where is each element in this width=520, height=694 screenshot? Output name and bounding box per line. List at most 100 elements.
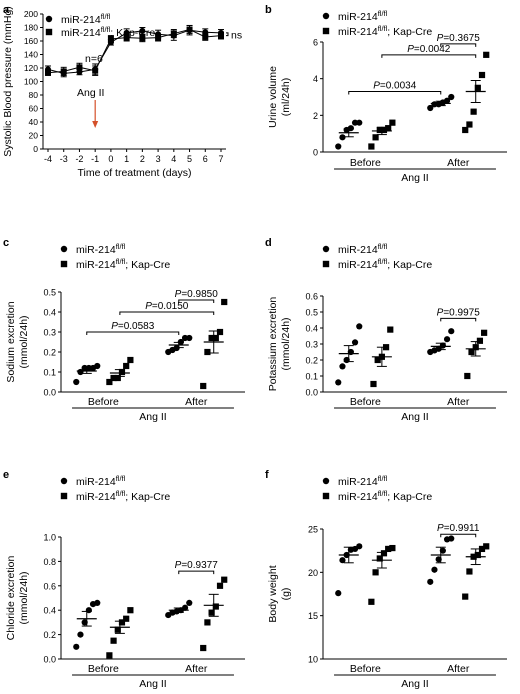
- comparison-bracket: [178, 299, 215, 303]
- legend-marker-square: [45, 28, 53, 36]
- legend-label-wt: miR-214fl/fl: [76, 474, 126, 488]
- legend-marker-square: [322, 27, 330, 35]
- p-value: =0.3675: [443, 33, 480, 44]
- legend-marker-square: [60, 492, 68, 500]
- data-point: [368, 143, 375, 150]
- p-value-label: P=0.9911: [437, 523, 480, 534]
- data-point: [60, 68, 67, 75]
- legend-label-ko-base: miR-214: [76, 259, 116, 271]
- legend-label-ko-superscript: fl/fl: [378, 257, 388, 266]
- data-point: [200, 644, 207, 652]
- group-label: Ang II: [401, 678, 428, 690]
- category-label: Before: [88, 663, 119, 675]
- data-point: [347, 125, 354, 132]
- data-point: [212, 603, 219, 610]
- p-value-label: P=0.3675: [437, 33, 481, 44]
- legend-marker-circle: [322, 477, 330, 485]
- p-symbol: P: [437, 307, 444, 318]
- data-point: [470, 108, 477, 115]
- legend-marker-square: [322, 260, 330, 268]
- data-point: [94, 599, 101, 606]
- group-label: Ang II: [401, 172, 428, 184]
- data-point: [443, 97, 451, 104]
- y-axis-label: Chloride excretion: [5, 556, 17, 641]
- y-tick-label: 0.4: [305, 324, 318, 334]
- p-value-label: P=0.9975: [437, 307, 481, 318]
- p-value: =0.9911: [444, 523, 480, 534]
- data-point: [339, 134, 346, 141]
- p-symbol: P: [437, 523, 444, 534]
- data-point: [212, 334, 219, 342]
- data-point: [208, 609, 215, 616]
- legend-label-ko-superscript: fl/fl: [378, 489, 388, 498]
- comparison-bracket: [178, 570, 215, 575]
- data-point: [127, 607, 134, 614]
- data-point: [221, 576, 228, 583]
- ns-bracket: [226, 32, 229, 37]
- data-point: [476, 337, 484, 344]
- y-tick-label: 6: [313, 38, 318, 48]
- data-point: [439, 547, 446, 554]
- legend-label-ko: miR-214fl/fl; Kap-Cre: [338, 489, 432, 503]
- data-point: [356, 323, 363, 330]
- data-point: [114, 626, 121, 633]
- data-point: [339, 557, 346, 564]
- data-point: [118, 619, 126, 626]
- data-point: [139, 35, 146, 42]
- panel-a: a 0 20 40 60 80 100 120 140 160 180 200 -4 -3 -2 -1 0 1 2 3…: [2, 4, 242, 179]
- annotation-ang-ii: Ang II: [77, 87, 104, 99]
- y-axis-label: Urine volume: [267, 66, 279, 128]
- data-point: [468, 348, 475, 356]
- category-label: After: [185, 396, 208, 408]
- legend-label-ko-base: miR-214: [338, 259, 378, 271]
- y-tick-label: 10: [308, 655, 318, 665]
- data-point: [439, 342, 446, 349]
- panel-letter: e: [3, 469, 9, 481]
- legend-label-ko-base: miR-214: [76, 491, 116, 503]
- p-value: =0.0042: [414, 44, 451, 55]
- category-label: After: [447, 663, 470, 675]
- legend-label-wt-superscript: fl/fl: [116, 474, 126, 483]
- x-tick-label: 3: [156, 154, 161, 164]
- y-axis-label: Potassium excretion: [267, 297, 279, 392]
- y-tick-label: 80: [29, 90, 39, 100]
- y-tick-label: 0.3: [43, 328, 56, 338]
- y-axis-unit: (mmol/24h): [18, 571, 30, 624]
- data-point: [335, 590, 342, 597]
- category-label: Before: [350, 396, 381, 408]
- legend-label-wt-superscript: fl/fl: [378, 474, 388, 483]
- data-point: [374, 356, 381, 364]
- legend-label-wt-superscript: fl/fl: [101, 12, 111, 21]
- group-label: Ang II: [139, 411, 166, 423]
- y-tick-label: 2: [313, 111, 318, 121]
- data-point: [483, 51, 490, 58]
- data-point: [462, 593, 469, 600]
- data-point: [385, 545, 392, 553]
- x-tick-label: -3: [60, 154, 68, 164]
- p-value: =0.9975: [443, 307, 480, 318]
- data-point: [106, 652, 113, 659]
- data-point: [443, 336, 451, 343]
- data-point: [200, 382, 207, 390]
- data-point: [106, 378, 113, 386]
- legend-label-wt: miR-214fl/fl: [61, 12, 111, 26]
- x-tick-label: -1: [91, 154, 99, 164]
- y-tick-label: 0.3: [305, 340, 318, 350]
- y-tick-label: 60: [29, 104, 39, 114]
- p-value-label: P=0.9850: [175, 289, 219, 300]
- data-point: [218, 32, 224, 39]
- x-tick-label: 7: [218, 154, 223, 164]
- legend-label-ko-superscript: fl/fl: [116, 489, 126, 498]
- y-tick-label: 25: [308, 525, 318, 535]
- legend-label-wt-base: miR-214: [338, 476, 378, 488]
- legend-label-wt-superscript: fl/fl: [116, 242, 126, 251]
- data-point: [389, 544, 396, 552]
- x-tick-label: 5: [187, 154, 192, 164]
- legend-label-wt-superscript: fl/fl: [378, 242, 388, 251]
- y-tick-label: 0: [33, 144, 38, 154]
- data-point: [427, 104, 434, 112]
